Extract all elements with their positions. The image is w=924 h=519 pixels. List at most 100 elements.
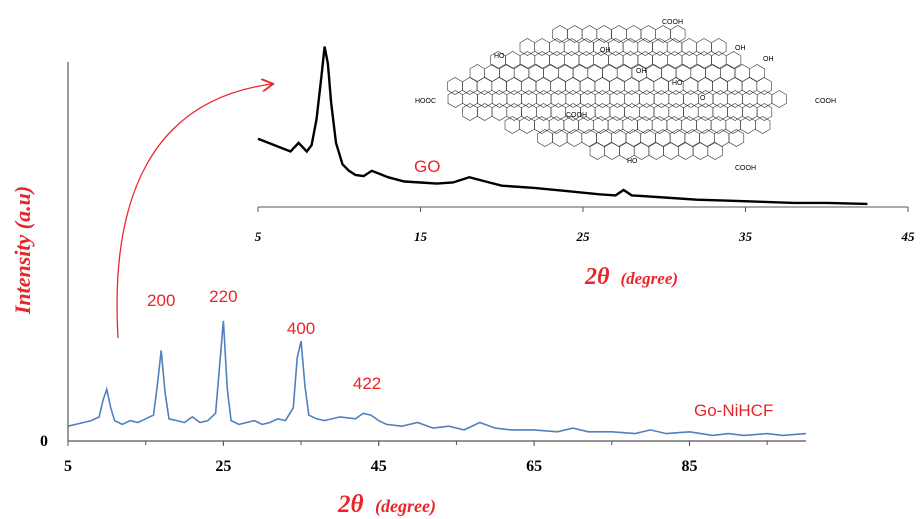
- struct-label-cooh-right: COOH: [815, 98, 836, 105]
- series-label-go-nihcf: Go-NiHCF: [694, 401, 773, 420]
- struct-label-cooh-mid: COOH: [566, 112, 587, 119]
- inset-x-axis-label-unit: (degree): [620, 269, 678, 288]
- series-line-go: [257, 46, 868, 206]
- structure-hexagon: [742, 90, 758, 108]
- struct-label-oh-right1: OH: [735, 45, 746, 52]
- structure-hexagon: [622, 51, 639, 69]
- structure-hexagon: [535, 90, 552, 108]
- structure-hexagon: [742, 103, 758, 121]
- structure-hexagon: [563, 51, 580, 69]
- structure-hexagon: [696, 38, 712, 56]
- structure-hexagon: [639, 90, 655, 108]
- structure-hexagon: [609, 90, 626, 108]
- structure-hexagon: [666, 38, 683, 56]
- structure-hexagon: [652, 38, 668, 56]
- structure-hexagon: [549, 51, 565, 69]
- structure-hexagon: [653, 103, 670, 121]
- structure-hexagon: [727, 103, 743, 121]
- structure-hexagon: [608, 51, 624, 69]
- structure-hexagon: [447, 90, 464, 108]
- structure-hexagon: [552, 129, 568, 147]
- inset-x-axis-label: 2θ (degree): [584, 264, 678, 290]
- inset-x-tick-label-0: 5: [255, 229, 262, 244]
- struct-label-oh-right2: OH: [763, 56, 774, 63]
- structure-hexagon: [756, 90, 773, 108]
- structure-hexagon: [521, 90, 537, 108]
- main-x-axis-label-symbol: 2θ: [337, 491, 364, 518]
- structure-hexagon: [727, 90, 743, 108]
- graphene-oxide-structure: COOH HO OH OH OH HOOC OH HO O COOH COOH …: [415, 19, 836, 172]
- structure-hexagon: [670, 25, 686, 43]
- structure-hexagon: [519, 38, 536, 56]
- structure-hexagon: [594, 90, 611, 108]
- structure-hexagon: [666, 51, 683, 69]
- main-y-zero-label: 0: [40, 433, 48, 450]
- structure-hexagon: [756, 103, 773, 121]
- inset-x-tick-label-1: 15: [414, 229, 428, 244]
- series-line-go-nihcf: [67, 320, 807, 437]
- structure-hexagon: [580, 90, 596, 108]
- structure-hexagon: [637, 51, 653, 69]
- structure-hexagon: [491, 90, 508, 108]
- structure-hexagon: [712, 103, 728, 121]
- structure-hexagon: [754, 116, 771, 134]
- structure-hexagon: [653, 90, 670, 108]
- structure-hexagon: [683, 90, 699, 108]
- structure-hexagon: [578, 51, 595, 69]
- inset-x-tick-label-3: 35: [738, 229, 753, 244]
- main-x-tick-label-3: 65: [526, 458, 542, 475]
- main-x-tick-label-0: 5: [64, 458, 72, 475]
- main-x-tick-label-2: 45: [371, 458, 387, 475]
- structure-hexagon: [504, 116, 521, 134]
- structure-hexagon: [506, 103, 522, 121]
- main-x-ticks: 5 25 45 65 85: [64, 441, 768, 475]
- structure-hexagon: [728, 129, 745, 147]
- structure-hexagon: [491, 103, 508, 121]
- struct-label-cooh-bottom: COOH: [735, 165, 756, 172]
- structure-hexagon: [477, 103, 493, 121]
- structure-hexagon: [725, 51, 742, 69]
- peak-label-400: 400: [287, 319, 315, 338]
- structure-hexagon: [535, 103, 552, 121]
- inset-x-ticks: 5 15 25 35 45: [255, 207, 915, 244]
- inset-x-axis-label-symbol: 2θ: [584, 264, 610, 290]
- main-x-tick-label-1: 25: [215, 458, 231, 475]
- struct-label-hooc: HOOC: [415, 98, 436, 105]
- structure-hexagon: [712, 90, 729, 108]
- structure-hexagon: [447, 77, 463, 95]
- main-x-axis-label: 2θ (degree): [337, 491, 436, 518]
- series-label-go: GO: [414, 157, 440, 176]
- structure-hexagon: [771, 90, 787, 108]
- inset-x-tick-label-4: 45: [901, 229, 916, 244]
- structure-hexagon: [707, 142, 723, 160]
- structure-hexagon: [550, 103, 567, 121]
- structure-hexagon: [565, 90, 581, 108]
- structure-hex-grid: [447, 25, 787, 160]
- structure-hexagon: [681, 38, 698, 56]
- structure-hexagon: [505, 51, 521, 69]
- structure-hexagon: [477, 90, 493, 108]
- structure-hexagon: [462, 90, 478, 108]
- peak-label-220: 220: [209, 287, 237, 306]
- structure-hexagon: [681, 51, 698, 69]
- structure-hexagon: [550, 90, 567, 108]
- structure-hexagon: [638, 103, 655, 121]
- peak-labels: 200 220 400 422: [147, 287, 381, 393]
- structure-hexagon: [652, 51, 668, 69]
- struct-label-o: O: [700, 95, 706, 102]
- peak-label-422: 422: [353, 374, 381, 393]
- structure-hexagon: [624, 90, 640, 108]
- structure-hexagon: [593, 51, 609, 69]
- structure-hexagon: [506, 90, 522, 108]
- structure-hexagon: [462, 103, 478, 121]
- structure-hexagon: [519, 51, 536, 69]
- peak-label-200: 200: [147, 291, 175, 310]
- structure-hexagon: [668, 90, 684, 108]
- structure-hexagon: [521, 103, 537, 121]
- zoom-arrow: [116, 84, 272, 339]
- structure-hexagon: [711, 51, 727, 69]
- structure-hexagon: [740, 116, 756, 134]
- structure-hexagon: [594, 103, 611, 121]
